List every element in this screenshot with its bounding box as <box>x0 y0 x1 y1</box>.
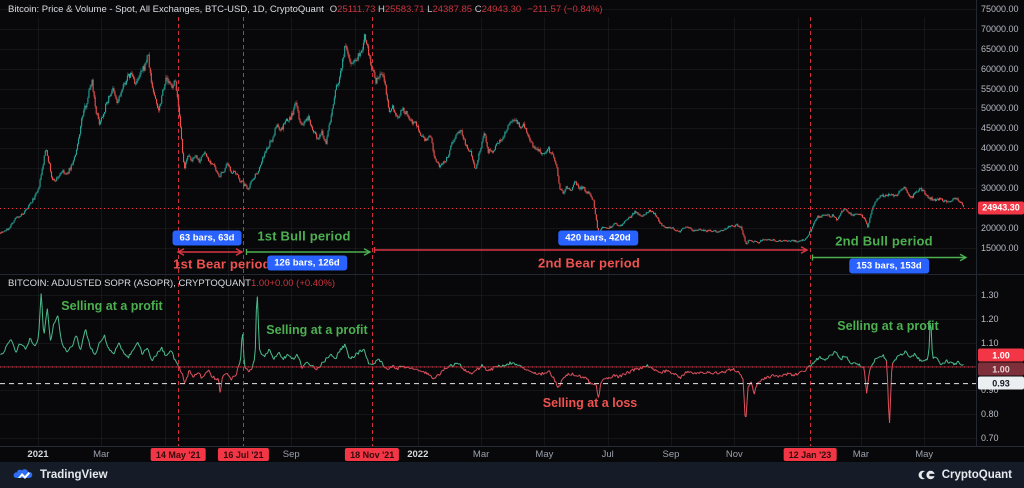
ohlc-value: 25111.73 <box>337 4 378 15</box>
time-axis-label: Mar <box>472 449 490 460</box>
time-axis-label: Sep <box>662 449 680 460</box>
event-date-badge[interactable]: 12 Jan '23 <box>783 448 837 461</box>
footer-bar: TradingView CryptoQuant <box>0 462 1024 488</box>
price-axis-tick: 30000.00 <box>981 182 1019 193</box>
time-axis-label: Sep <box>282 449 300 460</box>
ohlc-value: 24387.85 <box>432 4 475 15</box>
price-axis-tick: 40000.00 <box>981 143 1019 154</box>
ohlc-value: 24943.30 <box>481 4 522 15</box>
chart-legend: Bitcoin: Price & Volume - Spot, All Exch… <box>8 4 603 15</box>
cryptoquant-brand[interactable]: CryptoQuant <box>918 469 1012 481</box>
sopr-axis-badge: 1.00 <box>978 348 1024 362</box>
tradingview-label: TradingView <box>40 469 108 481</box>
time-axis-label: 2022 <box>407 449 429 460</box>
time-axis-label: May <box>915 449 934 460</box>
time-axis-label: 2021 <box>27 449 49 460</box>
period-label[interactable]: 1st Bear period <box>173 256 271 272</box>
time-axis-label: May <box>535 449 554 460</box>
price-axis-tick: 65000.00 <box>981 43 1019 54</box>
ohlc-value: 25583.71 <box>384 4 428 15</box>
ohlc-label: C <box>474 4 482 15</box>
price-axis-tick: 60000.00 <box>981 63 1019 74</box>
price-axis-tick: 15000.00 <box>981 242 1019 253</box>
time-axis[interactable]: 2021 Mar Sep 2022 Mar May Jul Sep Nov Mar May 14 Ma… <box>0 446 1024 463</box>
profit-loss-label[interactable]: Selling at a profit <box>837 319 939 333</box>
cryptoquant-logo-icon <box>918 469 936 481</box>
price-axis-tick: 20000.00 <box>981 222 1019 233</box>
period-label[interactable]: 2nd Bull period <box>835 233 933 249</box>
profit-loss-label[interactable]: Selling at a loss <box>542 396 638 410</box>
ohlc-values: O25111.73 H25583.71 L24387.85 C24943.30 <box>330 4 521 15</box>
bar-count-badge[interactable]: 126 bars, 126d <box>267 255 347 271</box>
bar-count-badge[interactable]: 63 bars, 63d <box>172 230 242 246</box>
period-label[interactable]: 2nd Bear period <box>538 255 640 271</box>
time-axis-label: Nov <box>725 449 743 460</box>
symbol-title: Bitcoin: Price & Volume - Spot, All Exch… <box>8 4 324 15</box>
time-axis-label: Jul <box>601 449 614 460</box>
event-date-badge[interactable]: 18 Nov '21 <box>345 448 400 461</box>
time-axis-label: Mar <box>852 449 870 460</box>
price-axis-tick: 55000.00 <box>981 83 1019 94</box>
indicator-value: 1.00 <box>251 278 270 289</box>
price-change: −211.57 (−0.84%) <box>527 4 603 15</box>
price-axis-tick: 70000.00 <box>981 23 1019 34</box>
ohlc-label: H <box>378 4 385 15</box>
period-label[interactable]: 1st Bull period <box>257 228 351 244</box>
indicator-title: BITCOIN: ADJUSTED SOPR (ASOPR), CRYPTOQU… <box>8 278 251 289</box>
indicator-legend: BITCOIN: ADJUSTED SOPR (ASOPR), CRYPTOQU… <box>8 278 335 289</box>
sopr-axis-tick: 1.30 <box>981 290 999 300</box>
profit-loss-label[interactable]: Selling at a profit <box>61 299 163 313</box>
event-date-badge[interactable]: 16 Jul '21 <box>218 448 269 461</box>
bar-count-badge[interactable]: 420 bars, 420d <box>558 230 638 246</box>
profit-loss-label[interactable]: Selling at a profit <box>266 323 368 337</box>
sopr-axis-tick: 1.20 <box>981 313 999 324</box>
price-axis-tick: 50000.00 <box>981 103 1019 114</box>
cryptoquant-label: CryptoQuant <box>941 469 1012 481</box>
price-axis-tick: 45000.00 <box>981 123 1019 134</box>
tradingview-logo-icon <box>12 468 34 482</box>
ohlc-label: L <box>427 4 433 15</box>
price-axis-tick: 35000.00 <box>981 163 1019 173</box>
event-date-badge[interactable]: 14 May '21 <box>150 448 206 461</box>
sopr-axis-badge[interactable]: 1.00 <box>978 362 1024 376</box>
sopr-axis-tick: 0.90 <box>981 385 999 396</box>
sopr-axis-tick: 1.10 <box>981 337 999 348</box>
last-price-badge: 24943.30 <box>978 201 1024 215</box>
chart-canvas[interactable] <box>0 0 1024 446</box>
bar-count-badge[interactable]: 153 bars, 153d <box>849 258 929 274</box>
indicator-change: +0.00 (+0.40%) <box>269 278 336 289</box>
time-axis-label: Mar <box>93 449 110 460</box>
sopr-axis-badge[interactable]: 0.93 <box>978 376 1024 390</box>
sopr-axis-tick: 0.70 <box>981 432 999 443</box>
price-axis-tick: 75000.00 <box>981 4 1019 14</box>
tradingview-brand[interactable]: TradingView <box>12 468 108 482</box>
ohlc-label: O <box>329 4 338 15</box>
sopr-axis-tick: 0.80 <box>981 409 999 420</box>
